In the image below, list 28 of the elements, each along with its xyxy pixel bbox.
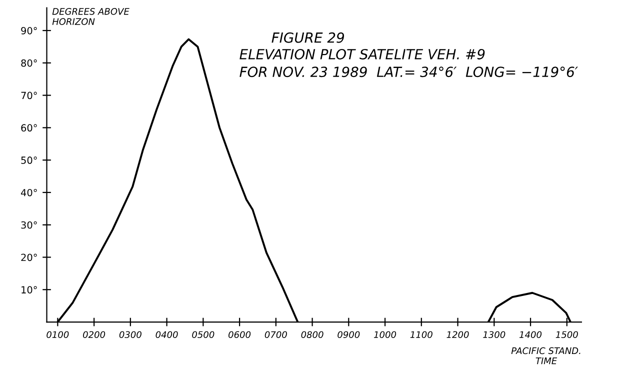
x-tick-label: 1000 (374, 331, 396, 338)
text: ELEVATION PLOT SATELITE VEH. #9 FOR NOV. 23 1989 LAT.= 34°6′ LONG= −119°6′ (240, 48, 578, 78)
y-tick-label: 10° (22, 286, 37, 294)
x-tick-label: 0600 (228, 331, 251, 338)
y-tick-label: 60° (21, 124, 37, 132)
x-tick-label: 1500 (556, 331, 578, 338)
x-axis-title: PACIFIC STAND. TIME (511, 347, 580, 364)
y-tick-label: 70° (21, 92, 37, 100)
x-tick-label: 1200 (446, 331, 469, 338)
x-tick-label: 0900 (338, 331, 360, 338)
x-tick-label: 0400 (156, 331, 178, 338)
x-tick-label: 0100 (46, 331, 69, 338)
x-tick-label: 0800 (301, 331, 324, 338)
x-tick-label: 0200 (83, 331, 106, 338)
y-axis-title: DEGREES ABOVE HORIZON (52, 8, 130, 25)
x-tick-label: 1400 (519, 331, 542, 338)
x-tick-label: 0700 (264, 331, 287, 338)
y-tick-label: 30° (21, 221, 37, 229)
x-tick-label: 0500 (192, 331, 214, 338)
y-tick-label: 20° (21, 254, 37, 262)
x-tick-label: 1100 (410, 331, 432, 338)
x-tick-label: 0300 (119, 331, 142, 338)
x-tick-label: 1300 (483, 331, 506, 338)
y-tick-label: 90° (21, 27, 37, 34)
text: FIGURE 29 (272, 32, 344, 43)
y-tick-label: 80° (21, 59, 37, 67)
y-tick-label: 50° (21, 156, 37, 164)
y-tick-label: 40° (20, 188, 37, 196)
